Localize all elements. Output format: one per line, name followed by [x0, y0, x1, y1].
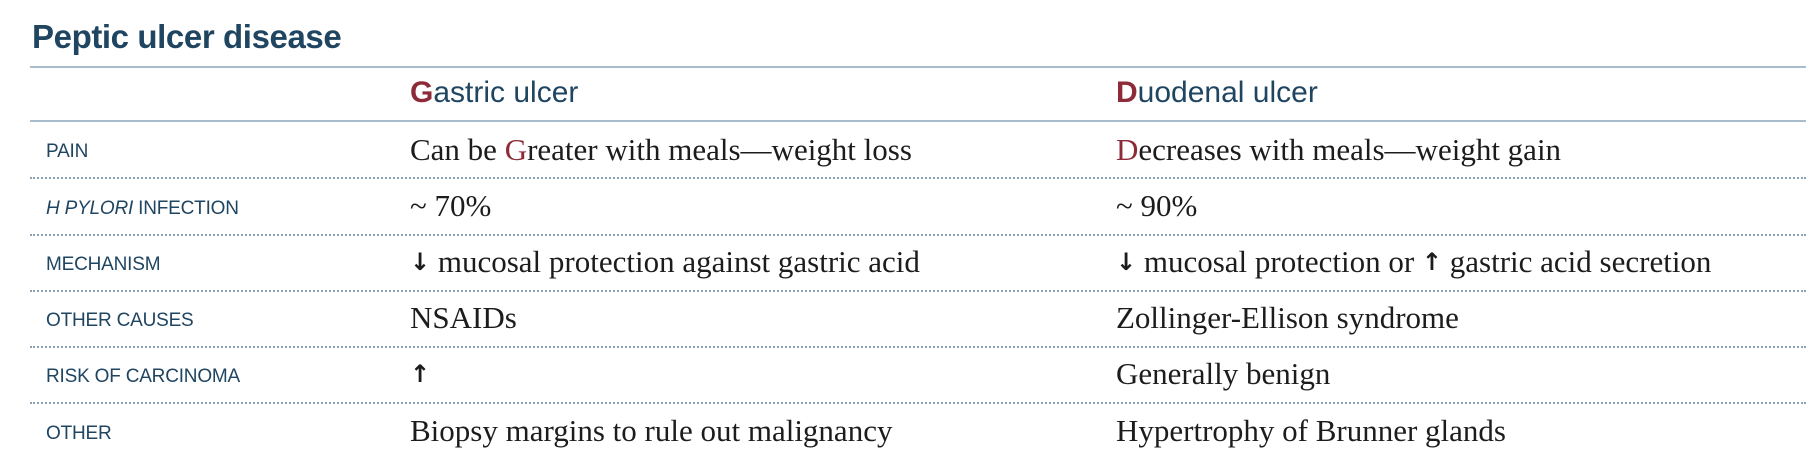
cell-pain-gastric: Can be Greater with meals—weight loss: [410, 132, 912, 168]
column-header-gastric-accent: G: [410, 76, 434, 109]
column-header-gastric: Gastric ulcer: [410, 76, 578, 110]
cell-pain-gastric-rest: reater with meals—weight loss: [527, 132, 912, 167]
cell-risk-duodenal: Generally benign: [1116, 356, 1331, 391]
row-divider: [30, 346, 1806, 348]
cell-risk-gastric: ↑: [410, 356, 430, 392]
column-header-duodenal: Duodenal ulcer: [1116, 76, 1318, 110]
cell-other-gastric: Biopsy margins to rule out malignancy: [410, 413, 893, 448]
cell-pain-gastric-prefix: Can be: [410, 132, 505, 167]
row-label-h-pylori: H PYLORI INFECTION: [46, 198, 239, 220]
up-arrow-icon: ↑: [1421, 248, 1443, 276]
row-label-risk-of-carcinoma: RISK OF CARCINOMA: [46, 366, 241, 387]
row-divider: [30, 177, 1806, 179]
row-label-other: OTHER: [46, 423, 112, 444]
cell-h-pylori-duodenal: ~ 90%: [1116, 188, 1198, 223]
cell-pain-duodenal: Decreases with meals—weight gain: [1116, 132, 1561, 168]
row-label-other-causes: OTHER CAUSES: [46, 310, 194, 331]
row-label-h-pylori-rest: INFECTION: [133, 198, 239, 219]
cell-pain-duodenal-rest: ecreases with meals—weight gain: [1138, 132, 1562, 167]
down-arrow-icon: ↓: [1116, 248, 1137, 276]
cell-mechanism-duodenal: ↓ mucosal protection or ↑ gastric acid s…: [1116, 244, 1711, 280]
title-rule: [30, 66, 1806, 68]
cell-mechanism-duodenal-text2: gastric acid secretion: [1442, 244, 1712, 279]
row-label-mechanism: MECHANISM: [46, 254, 161, 275]
cell-other-causes-gastric: NSAIDs: [410, 300, 517, 335]
column-header-gastric-rest: astric ulcer: [433, 76, 579, 109]
cell-mechanism-duodenal-text1: mucosal protection or: [1136, 244, 1422, 279]
cell-mechanism-gastric: ↓ mucosal protection against gastric aci…: [410, 244, 920, 280]
header-rule: [30, 120, 1806, 122]
column-header-duodenal-accent: D: [1116, 76, 1138, 109]
cell-mechanism-gastric-text: mucosal protection against gastric acid: [430, 244, 920, 279]
cell-pain-gastric-accent: G: [504, 132, 528, 167]
row-label-pain: PAIN: [46, 141, 89, 162]
down-arrow-icon: ↓: [410, 248, 431, 276]
table-title: Peptic ulcer disease: [32, 18, 342, 55]
row-divider: [30, 402, 1806, 404]
cell-other-causes-duodenal: Zollinger-Ellison syndrome: [1116, 300, 1459, 335]
row-label-h-pylori-italic: H PYLORI: [46, 198, 134, 219]
cell-other-duodenal: Hypertrophy of Brunner glands: [1116, 413, 1506, 448]
up-arrow-icon: ↑: [410, 360, 431, 388]
cell-h-pylori-gastric: ~ 70%: [410, 188, 492, 223]
column-header-duodenal-rest: uodenal ulcer: [1137, 76, 1318, 109]
cell-pain-duodenal-accent: D: [1116, 132, 1139, 167]
row-divider: [30, 290, 1806, 292]
row-divider: [30, 234, 1806, 236]
